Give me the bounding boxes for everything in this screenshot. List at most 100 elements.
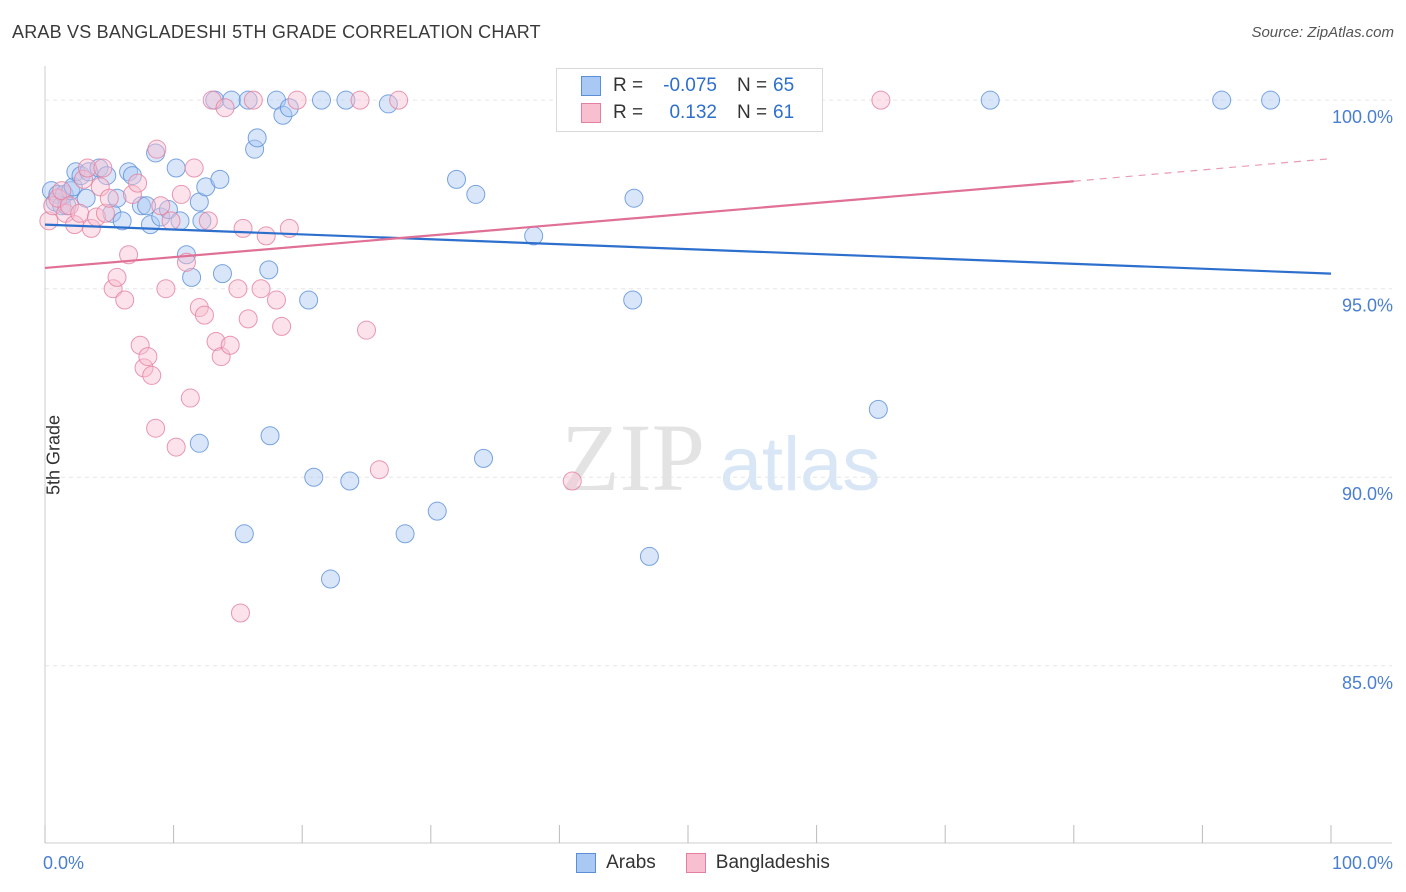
- legend-r-label: R =: [613, 75, 644, 96]
- arab-point: [980, 90, 1000, 110]
- arab-point: [447, 169, 467, 189]
- arab-point: [466, 184, 486, 204]
- bangladeshi-point: [146, 418, 166, 438]
- bangladeshi-point: [59, 196, 79, 216]
- arab-point: [102, 203, 122, 223]
- legend-n-label: N =: [737, 75, 768, 96]
- arab-point: [868, 399, 888, 419]
- bangladeshi-point: [238, 309, 258, 329]
- watermark-atlas: atlas: [720, 422, 881, 507]
- legend-label-arabs: Arabs: [606, 852, 656, 873]
- bangladeshi-point: [52, 181, 72, 201]
- bangladeshi-point: [287, 90, 307, 110]
- bangladeshi-point: [220, 335, 240, 355]
- x-tick-label: 100.0%: [1332, 853, 1393, 873]
- arab-point: [340, 471, 360, 491]
- arab-point: [210, 169, 230, 189]
- arab-point: [247, 128, 267, 148]
- data-points: [39, 90, 1281, 623]
- arab-point: [260, 426, 280, 446]
- arab-point: [1212, 90, 1232, 110]
- axes: [44, 66, 1392, 844]
- series-legend: Arabs Bangladeshis: [0, 852, 1406, 874]
- arab-point: [234, 524, 254, 544]
- bangladeshi-point: [93, 158, 113, 178]
- arab-point: [1261, 90, 1281, 110]
- bangladeshi-point: [107, 267, 127, 287]
- bangladeshi-point: [134, 358, 154, 378]
- arab-point: [623, 290, 643, 310]
- bangladeshi-point: [176, 252, 196, 272]
- bangladeshi-point: [369, 460, 389, 480]
- arab-point: [238, 90, 258, 110]
- trend-lines: [44, 158, 1332, 275]
- arab-point: [304, 467, 324, 487]
- bangladeshi-point: [228, 279, 248, 299]
- bangladeshi-point: [206, 331, 226, 351]
- arab-point: [259, 260, 279, 280]
- y-tick-label: 100.0%: [1332, 107, 1393, 127]
- bangladeshi-point: [243, 90, 263, 110]
- bangladeshi-point: [115, 290, 135, 310]
- bangladeshi-point: [184, 158, 204, 178]
- bangladeshi-point: [357, 320, 376, 340]
- bangladeshi-point: [103, 279, 123, 299]
- bangladeshi-point: [128, 173, 148, 193]
- bangladeshi-point: [122, 184, 142, 204]
- legend-swatch-arabs: [581, 76, 601, 96]
- legend-n-value: 61: [773, 102, 795, 123]
- bangladeshi-trend-extension: [1073, 158, 1332, 182]
- legend-r-value: 0.132: [669, 102, 717, 123]
- bangladeshi-point: [350, 90, 370, 110]
- gridlines: [45, 99, 1392, 667]
- legend-row-arabs: R = -0.075 N = 65: [557, 73, 813, 99]
- y-tick-label: 85.0%: [1342, 673, 1393, 693]
- correlation-legend: R = -0.075 N = 65 R = 0.132 N = 61: [556, 68, 823, 132]
- y-axis-label: 5th Grade: [43, 414, 64, 496]
- arab-point: [182, 267, 202, 287]
- arab-point: [189, 433, 209, 453]
- legend-item-bangladeshis[interactable]: Bangladeshis: [685, 852, 830, 874]
- arab-point: [336, 90, 356, 110]
- legend-r-value: -0.075: [663, 75, 717, 96]
- bangladeshi-point: [198, 211, 218, 231]
- arab-point: [63, 177, 83, 197]
- legend-r-label: R =: [613, 102, 644, 123]
- bangladeshi-point: [151, 196, 171, 216]
- arab-point: [474, 448, 494, 468]
- arab-point: [221, 90, 241, 110]
- arab-point: [639, 546, 659, 566]
- legend-item-arabs[interactable]: Arabs: [576, 852, 656, 874]
- legend-row-bangladeshis: R = 0.132 N = 61: [557, 100, 813, 126]
- bangladeshi-point: [251, 279, 271, 299]
- x-tick-label: 0.0%: [43, 853, 84, 873]
- bangladeshi-point: [130, 335, 150, 355]
- bangladeshi-point: [389, 90, 409, 110]
- bangladeshi-point: [215, 98, 235, 118]
- bangladeshi-point: [77, 158, 97, 178]
- arab-point: [166, 158, 186, 178]
- bangladeshi-trend-line: [44, 180, 1074, 270]
- arab-point: [137, 196, 157, 216]
- legend-swatch-arabs: [576, 853, 597, 873]
- bangladeshi-point: [142, 365, 162, 385]
- arab-point: [320, 569, 340, 589]
- bangladeshi-point: [147, 139, 167, 159]
- arab-point: [299, 290, 319, 310]
- arab-point: [112, 211, 132, 231]
- bangladeshi-point: [70, 203, 90, 223]
- y-tick-label: 90.0%: [1342, 484, 1393, 504]
- bangladeshi-point: [161, 211, 181, 231]
- bangladeshi-point: [180, 388, 200, 408]
- bangladeshi-point: [266, 290, 286, 310]
- legend-label-bangladeshis: Bangladeshis: [715, 852, 830, 873]
- bangladeshi-point: [138, 347, 158, 367]
- bangladeshi-point: [233, 218, 253, 238]
- arab-point: [151, 207, 171, 227]
- arab-point: [311, 90, 331, 110]
- bangladeshi-point: [156, 279, 176, 299]
- chart-title: ARAB VS BANGLADESHI 5TH GRADE CORRELATIO…: [12, 22, 541, 42]
- arab-point: [107, 188, 127, 208]
- arab-point: [395, 524, 415, 544]
- arab-point: [378, 94, 398, 114]
